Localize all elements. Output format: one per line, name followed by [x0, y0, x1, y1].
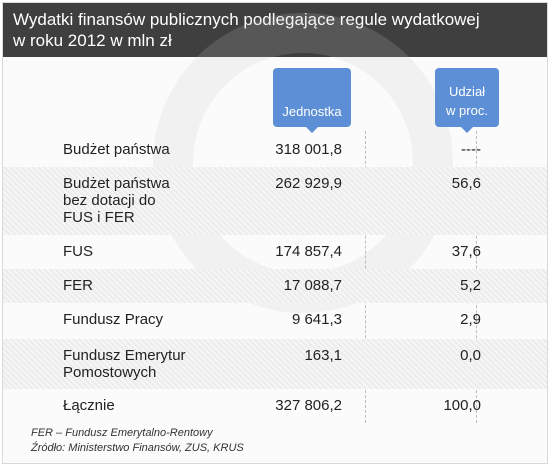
- row-label: Budżet państwa: [63, 141, 170, 158]
- row-label-line: Fundusz Pracy: [63, 311, 164, 328]
- row-percent: 100,0: [443, 397, 481, 414]
- row-percent: 0,0: [460, 347, 481, 364]
- row-value: 262 929,9: [275, 175, 342, 192]
- row-label: FER: [63, 277, 93, 294]
- data-table: Budżet państwa 318 001,8 ---- Budżet państw…: [3, 133, 547, 425]
- row-percent: 2,9: [460, 311, 481, 328]
- row-label-line: FUS i FER: [63, 209, 135, 226]
- column-header-udzial-line-2: w proc.: [446, 103, 488, 118]
- table-row: FUS 174 857,4 37,6: [3, 235, 547, 269]
- title-line-2: w roku 2012 w mln zł: [13, 31, 172, 50]
- row-value: 318 001,8: [275, 141, 342, 158]
- header-bar: Wydatki finansów publicznych podlegające…: [3, 3, 547, 57]
- column-header-jednostka: Jednostka: [273, 68, 351, 133]
- footer-source: Źródło: Ministerstwo Finansów, ZUS, KRUS: [31, 442, 244, 454]
- footer-notes: FER – Fundusz Emerytalno-Rentowy Źródło:…: [31, 426, 244, 456]
- table-row: Łącznie 327 806,2 100,0: [3, 389, 547, 425]
- table-row: Budżet państwa 318 001,8 ----: [3, 133, 547, 167]
- column-header-pointer: [306, 127, 318, 133]
- row-label-line: Łącznie: [63, 397, 115, 414]
- row-value: 174 857,4: [275, 243, 342, 260]
- row-label-line: Fundusz Emerytur: [63, 347, 186, 364]
- row-label: Fundusz Pracy: [63, 311, 163, 328]
- row-label: Fundusz Emerytur Pomostowych: [63, 347, 186, 381]
- row-value: 17 088,7: [283, 277, 342, 294]
- row-value: 9 641,3: [291, 311, 342, 328]
- table-row: Budżet państwa bez dotacji do FUS i FER 262…: [3, 167, 547, 235]
- row-label-line: Budżet państwa: [63, 141, 170, 158]
- row-value: 163,1: [304, 347, 342, 364]
- column-header-udzial-line-1: Udział: [448, 84, 486, 99]
- page-title: Wydatki finansów publicznych podlegające…: [13, 9, 543, 51]
- row-label-line: bez dotacji do: [63, 192, 156, 209]
- row-percent: 56,6: [451, 175, 481, 192]
- row-label-line: Pomostowych: [63, 364, 157, 381]
- row-label-line: FUS: [63, 243, 93, 260]
- row-value: 327 806,2: [275, 397, 342, 414]
- table-row: FER 17 088,7 5,2: [3, 269, 547, 303]
- table-row: Fundusz Pracy 9 641,3 2,9: [3, 303, 547, 339]
- column-header-udzial: Udział w proc.: [435, 68, 499, 133]
- column-header-pointer: [461, 127, 473, 133]
- row-percent: 5,2: [460, 277, 481, 294]
- row-label-line: FER: [63, 277, 93, 294]
- footer-definition: FER – Fundusz Emerytalno-Rentowy: [31, 427, 213, 439]
- column-header-jednostka-label: Jednostka: [282, 104, 342, 119]
- row-label: Łącznie: [63, 397, 115, 414]
- title-line-1: Wydatki finansów publicznych podlegające…: [13, 10, 480, 29]
- row-percent: ----: [461, 141, 481, 158]
- row-label-line: Budżet państwa: [63, 175, 170, 192]
- row-percent: 37,6: [451, 243, 481, 260]
- row-label: FUS: [63, 243, 93, 260]
- row-label: Budżet państwa bez dotacji do FUS i FER: [63, 175, 170, 226]
- table-row: Fundusz Emerytur Pomostowych 163,1 0,0: [3, 339, 547, 389]
